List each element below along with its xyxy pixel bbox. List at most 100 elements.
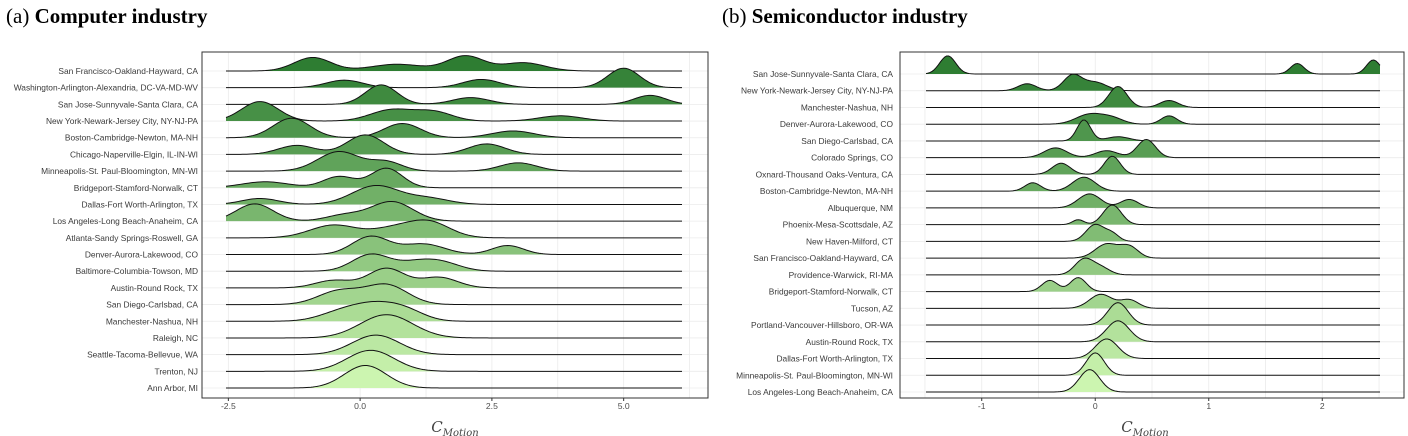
chart-a-category-label: Atlanta-Sandy Springs-Roswell, GA [66, 233, 199, 243]
chart-a-category-label: Baltimore-Columbia-Towson, MD [76, 266, 198, 276]
chart-a-ridge-line [225, 219, 682, 239]
chart-a-category-label: Chicago-Naperville-Elgin, IL-IN-WI [70, 149, 198, 159]
chart-a-ridge-line [225, 55, 682, 72]
chart-b-ridge-line [925, 277, 1380, 293]
chart-b-category-label: Phoenix-Mesa-Scottsdale, AZ [783, 220, 893, 230]
chart-b-ridge-line [925, 204, 1380, 226]
chart-a-category-label: San Francisco-Oakland-Hayward, CA [58, 66, 198, 76]
chart-b-ridge-fill [926, 294, 1380, 309]
chart-a-category-label: San Jose-Sunnyvale-Santa Clara, CA [58, 99, 199, 109]
chart-a-category-label: Dallas-Fort Worth-Arlington, TX [81, 199, 198, 209]
chart-a-ridge-line [225, 167, 682, 189]
chart-a-ridge-fill [226, 151, 682, 172]
chart-b-ridge-line [925, 302, 1380, 326]
chart-a-ridge-fill [226, 118, 682, 138]
chart-b-ridge-line [925, 176, 1380, 192]
chart-a-ridge-fill [226, 219, 682, 238]
chart-b-ridge-fill [926, 369, 1380, 392]
chart-a-ridge-fill [226, 268, 682, 288]
chart-a-category-label: Manchester-Nashua, NH [106, 316, 198, 326]
chart-b-category-label: Providence-Warwick, RI-MA [789, 270, 894, 280]
chart-a-ridge-line [225, 101, 682, 122]
chart-a-ridge-line [225, 200, 682, 222]
chart-a-xtick-label: 5.0 [618, 401, 630, 411]
chart-b-ridge-fill [926, 352, 1380, 376]
chart-a-frame [201, 51, 709, 399]
chart-b-ridge-line [925, 85, 1380, 108]
panel-a-name: Computer industry [34, 4, 208, 28]
chart-b-frame [899, 51, 1405, 399]
chart-b-ridge-line [925, 338, 1380, 360]
chart-a-ridge-fill [226, 55, 682, 71]
chart-a-ridge-fill [226, 335, 682, 355]
chart-a-ridge-line [225, 283, 682, 306]
chart-b-category-label: Colorado Springs, CO [811, 153, 893, 163]
chart-b-ridge-fill [926, 177, 1380, 192]
chart-a-ridge-fill [226, 168, 682, 188]
chart-b-category-label: Denver-Aurora-Lakewood, CO [780, 119, 894, 129]
chart-b-ridge-fill [926, 243, 1380, 259]
chart-b-ridge-line [925, 320, 1380, 343]
chart-b-x-axis-label-main: C [1121, 418, 1133, 436]
chart-b-xtick-label: 2 [1320, 401, 1325, 411]
chart-b-category-label: Bridgeport-Stamford-Norwalk, CT [769, 287, 893, 297]
chart-b-ridge-line [925, 119, 1380, 142]
chart-a-ridge-fill [226, 350, 682, 372]
chart-a-category-label: Austin-Round Rock, TX [111, 283, 199, 293]
chart-b-ridge-fill [926, 74, 1380, 91]
panel-b-title: (b) Semiconductor industry [722, 4, 968, 29]
chart-b-category-label: Los Angeles-Long Beach-Anaheim, CA [748, 387, 894, 397]
chart-a-ridge-fill [226, 134, 682, 155]
chart-a-ridge-line [225, 235, 682, 256]
chart-a-ridge-fill [226, 201, 682, 222]
chart-b-xtick-label: 1 [1206, 401, 1211, 411]
chart-b-ridge-line [925, 352, 1380, 376]
chart-a-ridge-line [225, 314, 682, 339]
chart-b-ridge-line [925, 193, 1380, 209]
panel-b-tag: (b) [722, 4, 747, 28]
chart-b-ridge-fill [926, 258, 1380, 275]
chart-b-category-label: Albuquerque, NM [828, 203, 893, 213]
chart-a-x-axis-label: CMotion [431, 418, 478, 436]
chart-b-category-label: Tucson, AZ [851, 303, 893, 313]
chart-a-ridge-fill [226, 185, 682, 205]
chart-b-ridge-fill [926, 139, 1380, 158]
chart-b-ridge-line [926, 369, 1380, 393]
chart-b-ridge-line [925, 155, 1380, 175]
chart-b-category-label: Manchester-Nashua, NH [801, 102, 893, 112]
chart-a-ridge-line [226, 365, 682, 389]
chart-a-ridge-fill [226, 68, 682, 88]
chart-b-ridge-fill [926, 193, 1380, 208]
chart-a-ridge-fill [226, 301, 682, 322]
chart-b-ridge-line [925, 112, 1380, 125]
chart-b-category-label: Portland-Vancouver-Hillsboro, OR-WA [751, 320, 893, 330]
chart-a-category-label: Ann Arbor, MI [147, 383, 198, 393]
chart-a-ridge-line [225, 267, 682, 289]
chart-b-category-label: Boston-Cambridge-Newton, MA-NH [760, 186, 893, 196]
chart-a-ridge-line [225, 84, 683, 105]
chart-b-ridge-fill [926, 320, 1380, 342]
chart-a-ridge-line [225, 184, 682, 205]
chart-b-category-label: Minneapolis-St. Paul-Bloomington, MN-WI [736, 370, 893, 380]
chart-b-category-label: New York-Newark-Jersey City, NY-NJ-PA [741, 86, 893, 96]
chart-b-ridge-fill [926, 224, 1380, 242]
chart-a-category-label: San Diego-Carlsbad, CA [106, 300, 198, 310]
chart-a-category-label: Boston-Cambridge-Newton, MA-NH [65, 133, 198, 143]
chart-a-category-label: Seattle-Tacoma-Bellevue, WA [87, 350, 198, 360]
chart-a-xtick-label: -2.5 [221, 401, 236, 411]
chart-a-category-label: New York-Newark-Jersey City, NY-NJ-PA [46, 116, 198, 126]
chart-b-category-label: Austin-Round Rock, TX [806, 337, 894, 347]
chart-b-ridge-line [925, 293, 1380, 309]
chart-b-ridge-fill [926, 277, 1380, 292]
chart-b-ridge-line [925, 138, 1380, 159]
chart-b-ridge-line [925, 223, 1380, 242]
chart-a-ridge-line [225, 67, 683, 89]
chart-b-xtick-label: -1 [978, 401, 986, 411]
chart-b-category-label: San Francisco-Oakland-Hayward, CA [753, 253, 893, 263]
chart-a-x-axis-label-sub: Motion [442, 428, 479, 436]
chart-a-ridge-line [225, 151, 682, 172]
chart-a-ridge-line [225, 253, 682, 272]
chart-a-category-label: Washington-Arlington-Alexandria, DC-VA-M… [14, 83, 199, 93]
chart-a-ridge-line [225, 349, 682, 372]
